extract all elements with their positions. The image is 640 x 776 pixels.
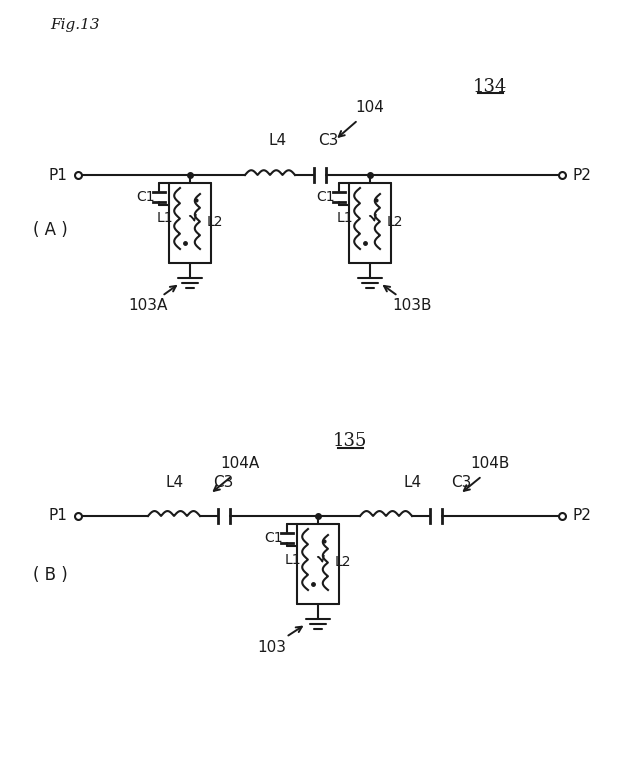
Text: ( B ): ( B ) bbox=[33, 566, 67, 584]
Text: L1: L1 bbox=[285, 553, 301, 566]
Text: P2: P2 bbox=[573, 508, 591, 524]
Text: 104B: 104B bbox=[470, 456, 509, 472]
Text: C3: C3 bbox=[318, 133, 338, 148]
Text: P1: P1 bbox=[49, 508, 67, 524]
Text: L1: L1 bbox=[157, 212, 173, 226]
Text: L4: L4 bbox=[269, 133, 287, 148]
Text: C3: C3 bbox=[213, 475, 233, 490]
Text: 103B: 103B bbox=[392, 299, 432, 314]
Text: L4: L4 bbox=[404, 475, 422, 490]
Text: P1: P1 bbox=[49, 168, 67, 182]
Text: C1: C1 bbox=[137, 190, 156, 204]
Text: P2: P2 bbox=[573, 168, 591, 182]
Text: L2: L2 bbox=[207, 214, 223, 228]
Text: L4: L4 bbox=[166, 475, 184, 490]
Text: 135: 135 bbox=[333, 432, 367, 450]
Text: C3: C3 bbox=[451, 475, 471, 490]
Text: L2: L2 bbox=[387, 214, 403, 228]
Text: L2: L2 bbox=[335, 556, 351, 570]
Text: 134: 134 bbox=[473, 78, 507, 96]
Text: Fig.13: Fig.13 bbox=[50, 18, 100, 32]
Text: 104A: 104A bbox=[220, 456, 260, 472]
Text: 103A: 103A bbox=[128, 299, 168, 314]
Text: ( A ): ( A ) bbox=[33, 221, 67, 239]
Text: 103: 103 bbox=[257, 639, 287, 654]
Text: C1: C1 bbox=[265, 531, 284, 545]
Text: 104: 104 bbox=[356, 101, 385, 116]
Text: C1: C1 bbox=[317, 190, 335, 204]
Text: L1: L1 bbox=[337, 212, 353, 226]
